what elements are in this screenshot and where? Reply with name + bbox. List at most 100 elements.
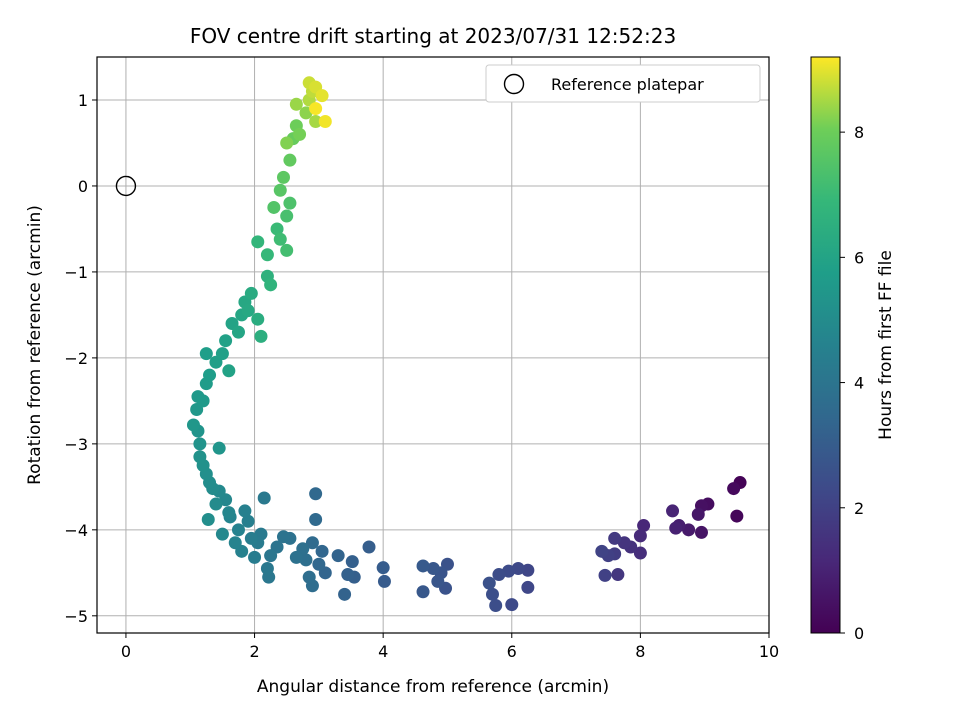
scatter-point	[260, 248, 274, 262]
scatter-point	[669, 521, 683, 535]
scatter-point	[270, 222, 284, 236]
x-axis-ticks: 0 2 4 6 8 10	[121, 633, 779, 661]
scatter-point	[305, 536, 319, 550]
legend-marker-open-circle	[503, 73, 525, 95]
scatter-point	[312, 557, 326, 571]
scatter-point	[521, 563, 535, 577]
scatter-point	[431, 574, 445, 588]
x-tick-label: 8	[635, 642, 645, 661]
scatter-point	[289, 97, 303, 111]
scatter-point	[193, 450, 207, 464]
scatter-point	[193, 437, 207, 451]
scatter-point	[485, 587, 499, 601]
scatter-point	[228, 536, 242, 550]
scatter-point	[276, 170, 290, 184]
scatter-point	[276, 530, 290, 544]
colorbar-tick-label: 4	[854, 374, 864, 393]
x-tick-label: 2	[249, 642, 259, 661]
scatter-point	[196, 394, 210, 408]
scatter-point	[264, 278, 278, 292]
y-tick-label: −3	[64, 435, 88, 454]
scatter-point	[377, 574, 391, 588]
y-tick-label: 1	[78, 91, 88, 110]
scatter-point	[611, 568, 625, 582]
reference-marker	[115, 175, 137, 197]
scatter-point	[222, 364, 236, 378]
scatter-point	[595, 544, 609, 558]
scatter-point	[309, 513, 323, 527]
scatter-point	[251, 312, 265, 326]
scatter-point	[505, 598, 519, 612]
scatter-point	[302, 570, 316, 584]
scatter-point	[315, 89, 329, 103]
scatter-point	[260, 562, 274, 576]
reference-point	[115, 175, 137, 197]
scatter-point	[283, 196, 297, 210]
legend: Reference platepar	[485, 64, 761, 103]
x-tick-label: 4	[378, 642, 388, 661]
scatter-point	[267, 200, 281, 214]
scatter-point	[309, 114, 323, 128]
scatter-point	[241, 304, 255, 318]
scatter-point	[637, 519, 651, 533]
y-tick-label: −5	[64, 607, 88, 626]
colorbar-tick-label: 6	[854, 248, 864, 267]
legend-entry: Reference platepar	[551, 75, 704, 94]
scatter-point	[251, 235, 265, 249]
scatter-point	[273, 183, 287, 197]
scatter-point	[203, 368, 217, 382]
scatter-point	[341, 568, 355, 582]
scatter-point	[254, 329, 268, 343]
scatter-point	[338, 587, 352, 601]
scatter-point	[426, 562, 440, 576]
y-axis-label: Rotation from reference (arcmin)	[25, 205, 45, 485]
scatter-point	[521, 580, 535, 594]
scatter-point	[315, 544, 329, 558]
colorbar-tick-label: 2	[854, 499, 864, 518]
scatter-point	[482, 576, 496, 590]
scatter-point	[231, 325, 245, 339]
scatter-point	[362, 540, 376, 554]
scatter-point	[345, 555, 359, 569]
scatter-point	[186, 418, 200, 432]
scatter-point	[199, 347, 213, 361]
scatter-point	[264, 549, 278, 563]
scatter-point	[244, 286, 258, 300]
x-tick-label: 10	[759, 642, 779, 661]
x-tick-label: 0	[121, 642, 131, 661]
scatter-point	[273, 232, 287, 246]
colorbar-tick-label: 0	[854, 624, 864, 643]
scatter-point	[416, 585, 430, 599]
scatter-point	[598, 568, 612, 582]
scatter-point	[331, 549, 345, 563]
scatter-point	[293, 127, 307, 141]
legend-box	[485, 64, 761, 103]
scatter-point	[257, 491, 271, 505]
scatter-point	[309, 487, 323, 501]
scatter-point	[280, 209, 294, 223]
scatter-point	[489, 598, 503, 612]
x-tick-label: 6	[507, 642, 517, 661]
scatter-point	[244, 531, 258, 545]
scatter-point	[212, 441, 226, 455]
colorbar	[810, 56, 841, 634]
scatter-point	[694, 525, 708, 539]
scatter-point	[416, 559, 430, 573]
scatter-point	[666, 504, 680, 518]
scatter-point	[215, 347, 229, 361]
scatter-point	[238, 504, 252, 518]
scatter-point	[730, 509, 744, 523]
scatter-point	[209, 497, 223, 511]
scatter-point	[219, 334, 233, 348]
scatter-point	[376, 561, 390, 575]
y-tick-label: −4	[64, 521, 88, 540]
y-tick-label: 0	[78, 177, 88, 196]
y-tick-label: −2	[64, 349, 88, 368]
scatter-point	[222, 506, 236, 520]
scatter-point	[289, 550, 303, 564]
scatter-point	[608, 531, 622, 545]
colorbar-tick-label: 8	[854, 123, 864, 142]
scatter-point	[248, 550, 262, 564]
scatter-point	[280, 243, 294, 257]
